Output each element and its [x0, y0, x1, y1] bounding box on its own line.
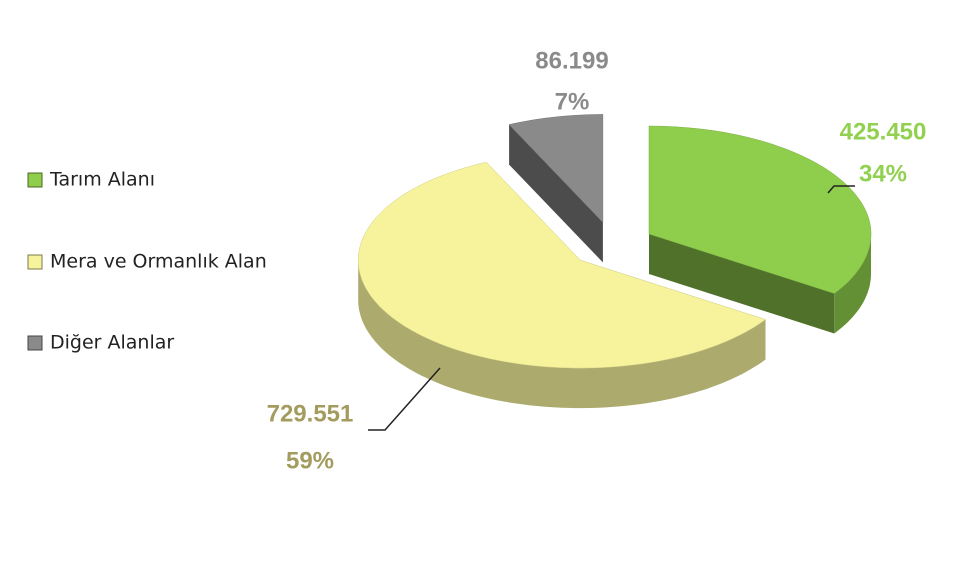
percent-label: 34%	[859, 160, 907, 187]
value-label: 729.551	[267, 400, 354, 427]
legend-label: Mera ve Ormanlık Alan	[50, 251, 267, 273]
legend-label: Tarım Alanı	[49, 169, 155, 191]
slice	[508, 114, 604, 224]
slice-wall	[649, 234, 835, 334]
slice-wall	[509, 124, 603, 263]
leader-line	[827, 185, 855, 194]
percent-label: 7%	[555, 88, 590, 115]
slice-side	[358, 260, 766, 409]
leader-line	[368, 367, 441, 431]
slice	[357, 161, 767, 369]
value-label: 425.450	[840, 118, 927, 145]
legend-swatch	[27, 335, 43, 351]
legend-swatch	[27, 254, 43, 270]
percent-label: 59%	[286, 447, 334, 474]
legend-swatch	[27, 172, 43, 188]
slice	[648, 125, 872, 294]
value-label: 86.199	[535, 47, 608, 74]
legend-label: Diğer Alanlar	[50, 332, 174, 354]
slice-side	[834, 234, 871, 334]
